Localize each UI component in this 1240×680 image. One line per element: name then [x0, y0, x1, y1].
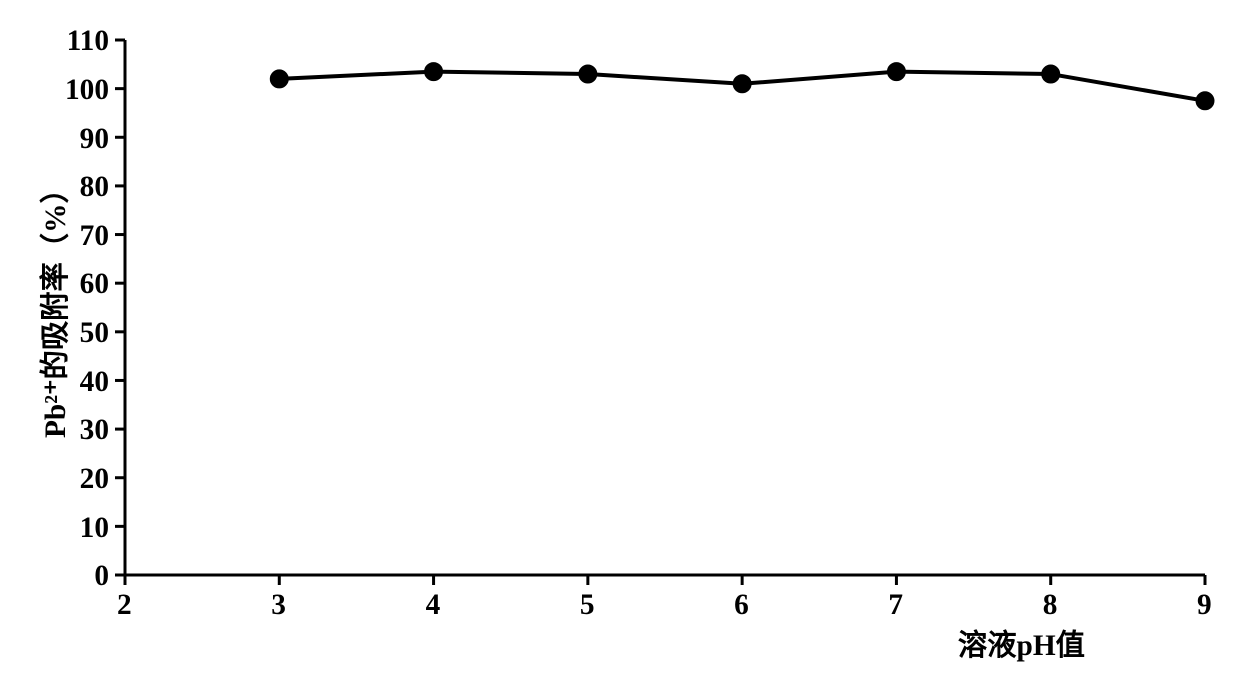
line-chart [0, 0, 1240, 680]
y-tick-label: 40 [80, 366, 109, 399]
x-tick-label: 4 [426, 589, 441, 622]
y-tick-label: 110 [67, 25, 109, 58]
y-tick-label: 60 [80, 268, 109, 301]
x-tick-label: 9 [1197, 589, 1212, 622]
y-tick-label: 80 [80, 171, 109, 204]
x-axis-label: 溶液pH值 [958, 622, 1085, 664]
y-tick-label: 10 [80, 512, 109, 545]
y-tick-label: 30 [80, 414, 109, 447]
chart-container: Pb²⁺的吸附率（%） 溶液pH值 0 10 20 30 40 50 60 70 80 90 100… [0, 0, 1240, 680]
x-tick-label: 5 [580, 589, 595, 622]
x-tick-label: 7 [888, 589, 903, 622]
y-axis-label: Pb²⁺的吸附率（%） [32, 174, 74, 438]
y-tick-label: 0 [94, 560, 109, 593]
x-tick-label: 3 [271, 589, 286, 622]
x-tick-label: 6 [734, 589, 749, 622]
y-tick-label: 20 [80, 463, 109, 496]
x-tick-label: 2 [117, 589, 132, 622]
x-tick-label: 8 [1043, 589, 1058, 622]
y-tick-label: 90 [80, 123, 109, 156]
y-tick-label: 70 [80, 220, 109, 253]
y-tick-label: 50 [80, 317, 109, 350]
y-tick-label: 100 [65, 74, 109, 107]
